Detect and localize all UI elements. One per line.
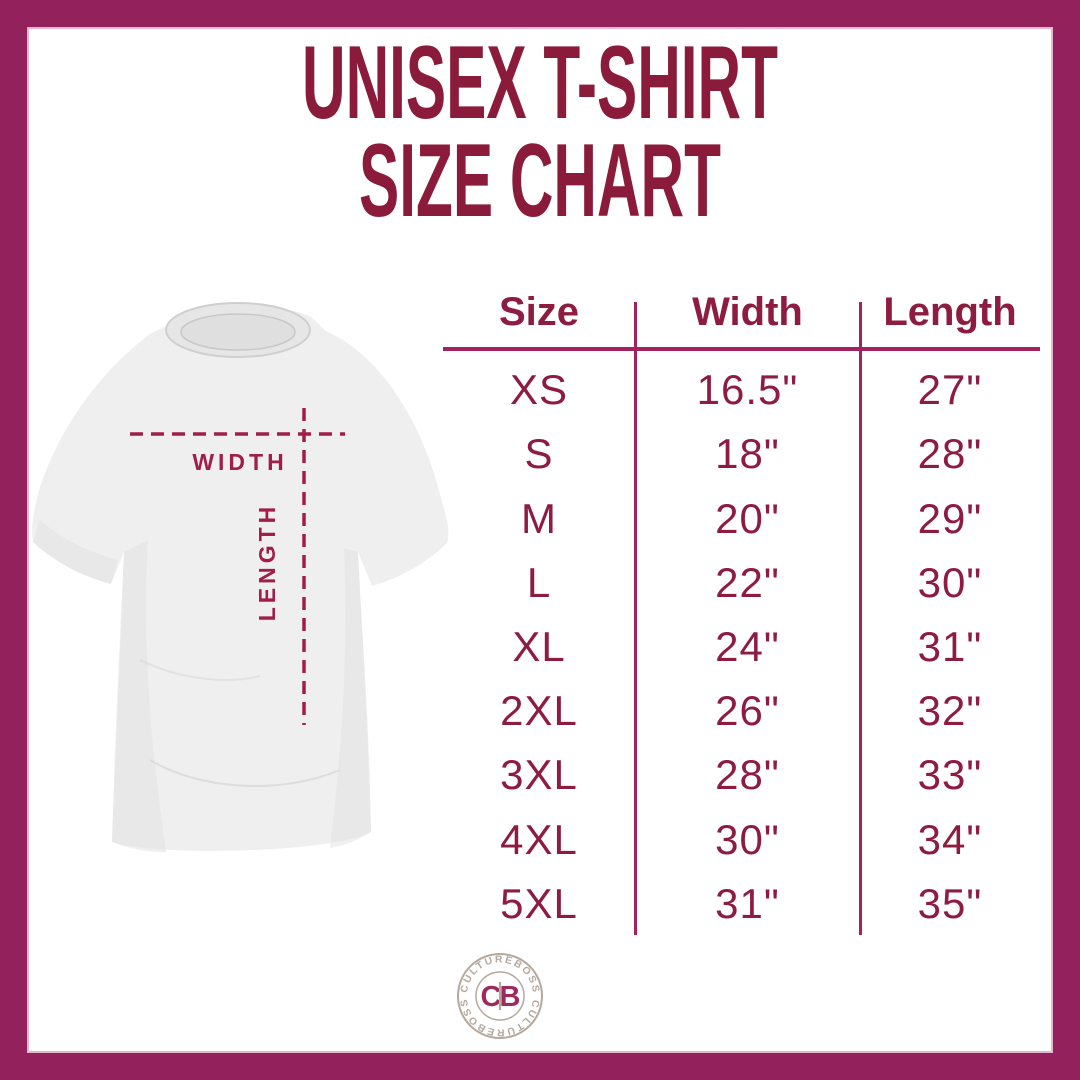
width-cell: 18"	[715, 430, 780, 478]
table-divider-2	[859, 302, 862, 935]
brand-logo: CULTUREBOSS CULTUREBOSS C B	[457, 953, 543, 1039]
tshirt-illustration	[32, 307, 449, 851]
tshirt-diagram: WIDTH LENGTH	[32, 302, 449, 852]
length-cell: 28"	[917, 430, 983, 478]
length-cell: 35"	[917, 879, 983, 927]
size-cell: XS	[509, 366, 569, 414]
size-cell: XL	[512, 622, 566, 670]
tshirt-wrinkle-2	[139, 659, 261, 681]
length-measure-label: LENGTH	[254, 503, 280, 622]
table-row: XS 16.5" 27"	[443, 358, 1040, 422]
length-cell: 32"	[917, 687, 983, 735]
size-cell: L	[526, 558, 552, 606]
tshirt-shading-left	[112, 540, 166, 852]
length-cell: 27"	[917, 366, 983, 414]
size-cell: S	[524, 430, 554, 478]
width-measure-label: WIDTH	[192, 449, 287, 475]
size-table-header: Size Width Length	[443, 283, 1040, 341]
width-cell: 24"	[715, 622, 780, 670]
width-cell: 31"	[715, 879, 780, 927]
width-cell: 16.5"	[696, 366, 799, 414]
width-cell: 22"	[715, 558, 780, 606]
logo-inner-ring	[475, 971, 525, 1021]
tshirt-shading-right	[330, 548, 371, 848]
width-cell: 26"	[715, 687, 780, 735]
tshirt-shading-sleeve	[33, 520, 118, 584]
size-cell: 2XL	[500, 687, 578, 735]
table-row: L 22" 30"	[443, 551, 1040, 615]
table-row: S 18" 28"	[443, 422, 1040, 486]
tshirt-collar-opening	[180, 313, 296, 351]
length-cell: 29"	[917, 494, 983, 542]
table-row: XL 24" 31"	[443, 615, 1040, 679]
title-line-1: UNISEX T-SHIRT	[302, 25, 778, 141]
logo-outer-ring	[457, 953, 543, 1039]
table-row: 3XL 28" 33"	[443, 743, 1040, 807]
size-cell: 4XL	[500, 815, 578, 863]
length-cell: 30"	[917, 558, 983, 606]
width-cell: 30"	[715, 815, 780, 863]
length-cell: 31"	[917, 622, 983, 670]
width-cell: 20"	[715, 494, 780, 542]
tshirt-wrinkle	[149, 759, 341, 787]
table-row: 4XL 30" 34"	[443, 808, 1040, 872]
table-divider-1	[634, 302, 637, 935]
column-header-length: Length	[883, 289, 1017, 334]
logo-divider-bar	[498, 982, 502, 1010]
size-cell: M	[521, 494, 557, 542]
table-row: 2XL 26" 32"	[443, 679, 1040, 743]
column-header-size: Size	[498, 289, 580, 334]
title-line-2: SIZE CHART	[359, 123, 721, 239]
column-header-width: Width	[692, 289, 803, 334]
logo-letter-c: C	[481, 981, 502, 1013]
table-header-rule	[443, 347, 1040, 351]
logo-letter-b: B	[500, 981, 521, 1013]
table-row: M 20" 29"	[443, 486, 1040, 550]
size-table-body: XS 16.5" 27" S 18" 28" M 20" 29" L 22" 3…	[443, 358, 1040, 936]
table-row: 5XL 31" 35"	[443, 872, 1040, 936]
length-cell: 33"	[917, 751, 983, 799]
size-cell: 3XL	[500, 751, 578, 799]
width-cell: 28"	[715, 751, 780, 799]
page-title: UNISEX T-SHIRT SIZE CHART	[0, 25, 1080, 239]
length-cell: 34"	[917, 815, 983, 863]
size-cell: 5XL	[500, 879, 578, 927]
